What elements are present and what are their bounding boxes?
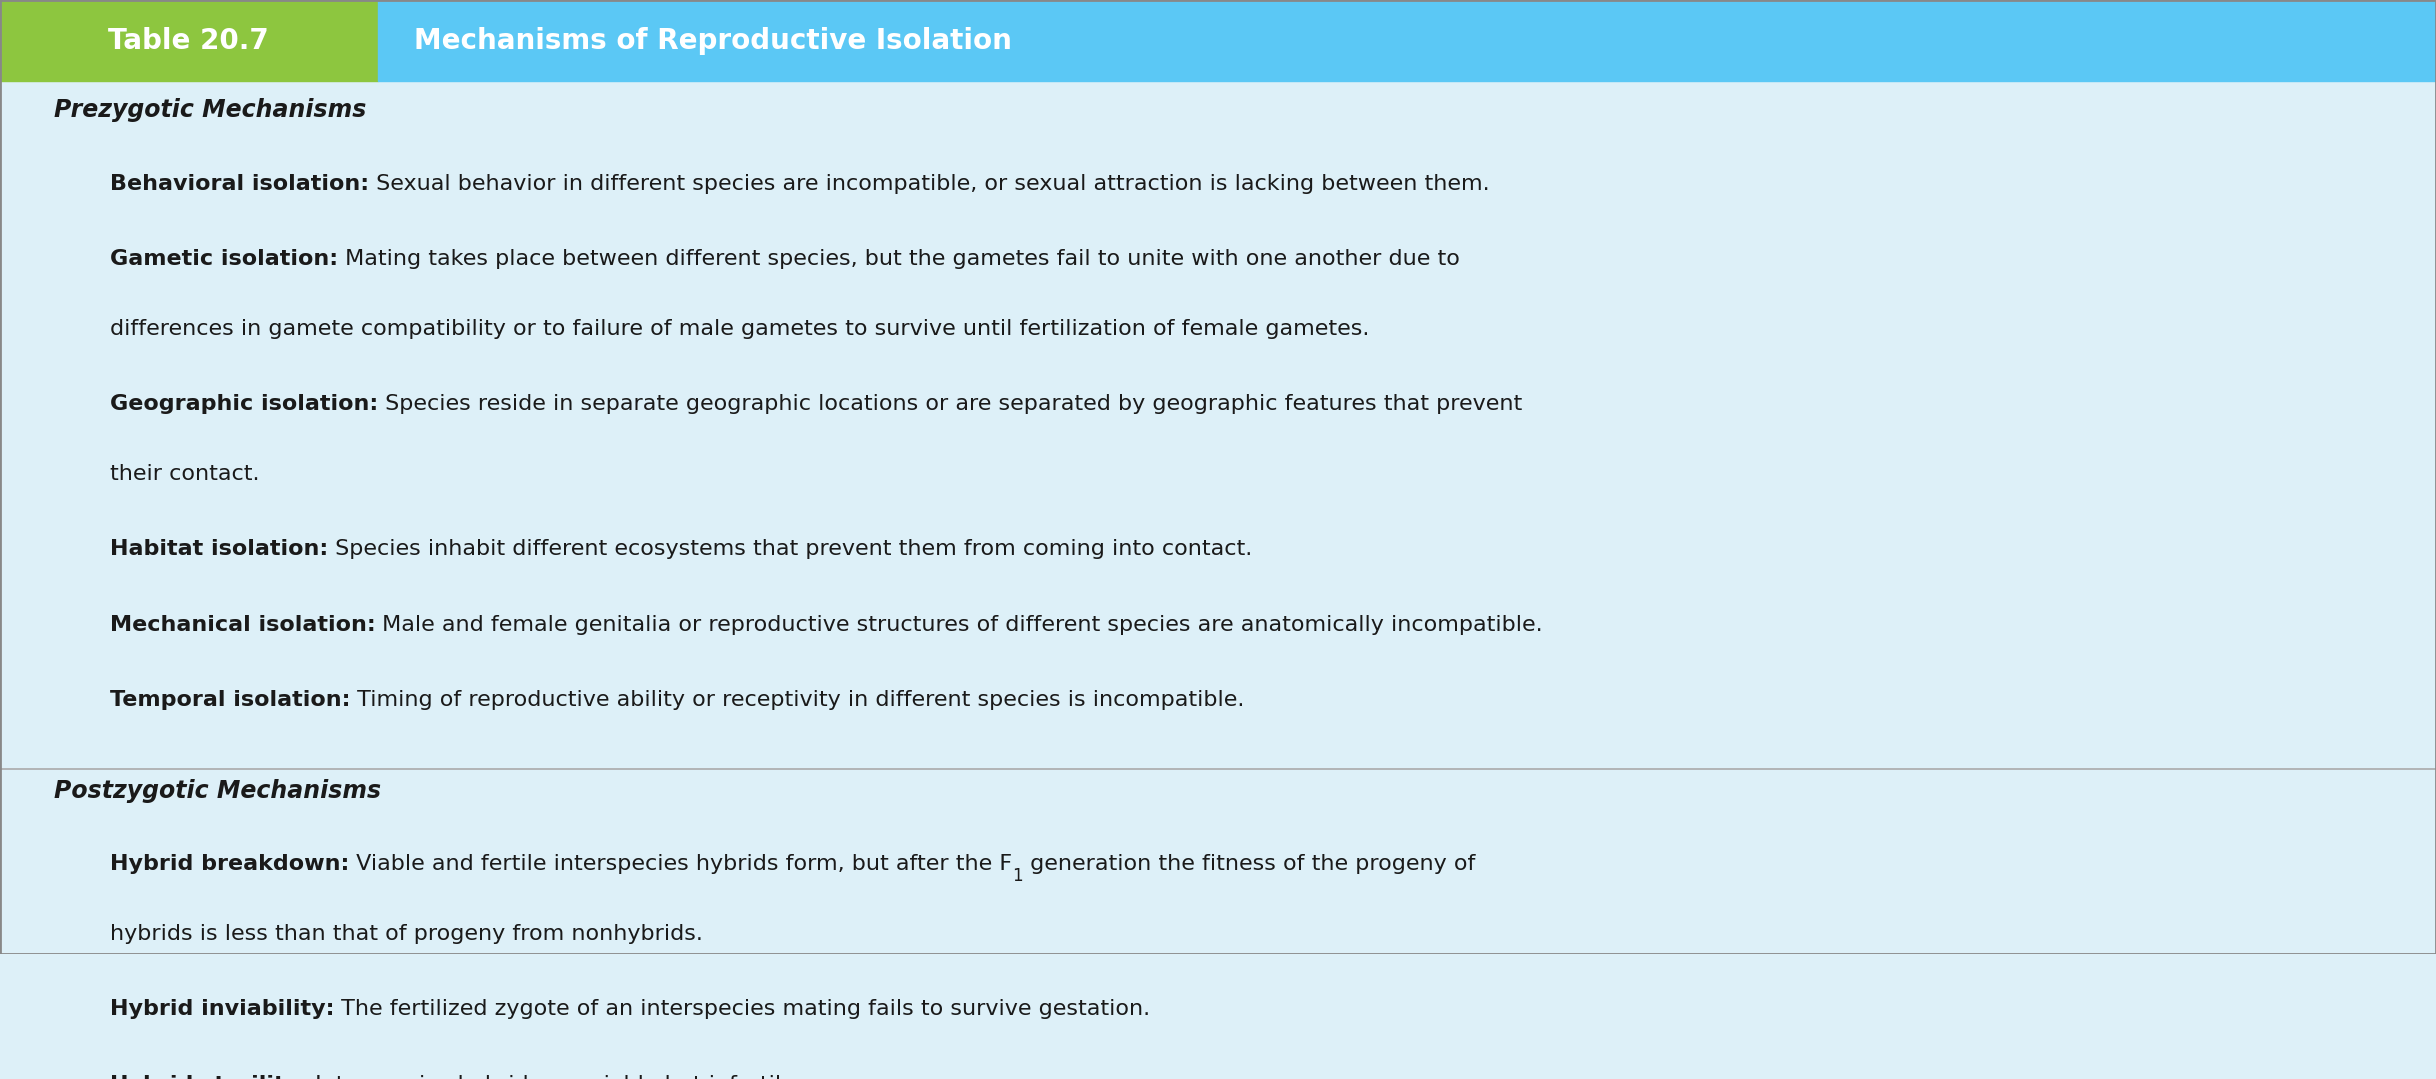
Text: Viable and fertile interspecies hybrids form, but after the F: Viable and fertile interspecies hybrids … <box>348 855 1011 874</box>
Text: Prezygotic Mechanisms: Prezygotic Mechanisms <box>54 98 365 122</box>
Text: Geographic isolation:: Geographic isolation: <box>110 394 378 414</box>
Text: Timing of reproductive ability or receptivity in different species is incompatib: Timing of reproductive ability or recept… <box>351 689 1245 710</box>
Text: Mechanisms of Reproductive Isolation: Mechanisms of Reproductive Isolation <box>414 27 1011 55</box>
Text: Species inhabit different ecosystems that prevent them from coming into contact.: Species inhabit different ecosystems tha… <box>329 540 1252 559</box>
Text: Hybrid breakdown:: Hybrid breakdown: <box>110 855 348 874</box>
Bar <box>0 0 378 81</box>
Text: their contact.: their contact. <box>110 464 258 483</box>
Text: Postzygotic Mechanisms: Postzygotic Mechanisms <box>54 779 380 803</box>
Text: Habitat isolation:: Habitat isolation: <box>110 540 329 559</box>
Text: Interspecies hybrids are viable but infertile.: Interspecies hybrids are viable but infe… <box>307 1075 801 1079</box>
Text: Behavioral isolation:: Behavioral isolation: <box>110 174 368 194</box>
Text: Male and female genitalia or reproductive structures of different species are an: Male and female genitalia or reproductiv… <box>375 615 1542 634</box>
Text: Temporal isolation:: Temporal isolation: <box>110 689 351 710</box>
Text: Table 20.7: Table 20.7 <box>110 27 268 55</box>
Text: Sexual behavior in different species are incompatible, or sexual attraction is l: Sexual behavior in different species are… <box>368 174 1488 194</box>
Text: hybrids is less than that of progeny from nonhybrids.: hybrids is less than that of progeny fro… <box>110 924 702 944</box>
Text: Mating takes place between different species, but the gametes fail to unite with: Mating takes place between different spe… <box>339 249 1459 269</box>
Text: generation the fitness of the progeny of: generation the fitness of the progeny of <box>1023 855 1476 874</box>
Text: 1: 1 <box>1011 866 1023 885</box>
Text: Species reside in separate geographic locations or are separated by geographic f: Species reside in separate geographic lo… <box>378 394 1522 414</box>
Text: differences in gamete compatibility or to failure of male gametes to survive unt: differences in gamete compatibility or t… <box>110 318 1369 339</box>
Bar <box>378 0 2436 81</box>
Text: Hybrid inviability:: Hybrid inviability: <box>110 999 334 1020</box>
Text: Mechanical isolation:: Mechanical isolation: <box>110 615 375 634</box>
Text: Hybrid sterility:: Hybrid sterility: <box>110 1075 307 1079</box>
Text: Gametic isolation:: Gametic isolation: <box>110 249 339 269</box>
Text: The fertilized zygote of an interspecies mating fails to survive gestation.: The fertilized zygote of an interspecies… <box>334 999 1150 1020</box>
